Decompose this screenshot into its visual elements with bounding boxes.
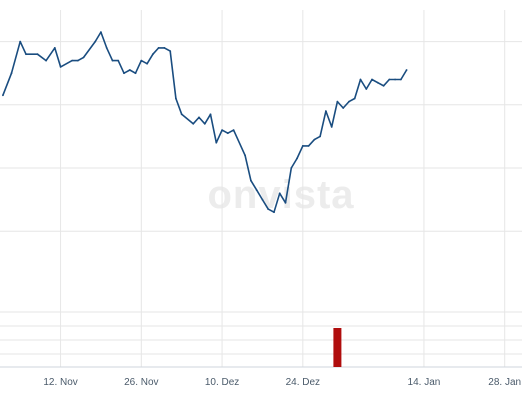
price-point [152,53,154,56]
grid-layer [0,10,522,368]
price-point [336,100,339,103]
price-point [405,69,408,71]
price-point [301,145,304,147]
price-point [157,47,160,49]
price-point [365,88,368,90]
price-point [376,81,379,84]
price-point [175,97,177,100]
price-point [25,53,27,56]
price-point [290,167,293,169]
price-point [163,47,166,49]
price-point [388,78,391,81]
price-point [319,135,321,138]
price-point [278,192,281,195]
price-point [128,69,131,71]
price-point [353,97,356,100]
price-point [198,116,200,119]
price-point [359,78,362,81]
price-point [330,126,333,128]
price-point [284,201,287,204]
price-point [19,40,22,43]
price-point [169,50,172,52]
price-point [261,198,264,201]
x-tick-label: 24. Dez [286,377,320,388]
price-point [267,208,270,211]
price-point [36,53,39,56]
price-point [146,62,149,65]
price-point [53,47,56,49]
price-point [325,110,327,112]
price-point [221,129,224,132]
price-point [192,122,195,125]
price-point [140,59,143,62]
price-point [123,72,125,75]
price-point [71,59,73,62]
price-point [77,59,79,62]
price-point [371,78,373,81]
price-point [82,56,85,59]
x-tick-label: 28. Jan [488,377,521,388]
price-point [2,94,4,97]
price-point [134,72,137,75]
volume-panel [333,328,342,367]
price-point [250,179,252,182]
price-point [94,40,97,43]
price-line-layer [2,31,408,214]
price-point [215,141,218,144]
price-point [59,66,62,68]
x-tick-label: 12. Nov [43,377,77,388]
price-point [105,47,108,49]
price-point [117,59,120,62]
price-point [313,138,316,141]
price-point [382,84,385,87]
price-point [226,132,229,135]
x-axis: 12. Nov 26. Nov 10. Dez 24. Dez 14. Jan 28. J… [43,377,521,388]
price-point [10,72,13,75]
price-point [180,113,183,116]
x-tick-label: 10. Dez [205,377,239,388]
price-point [232,129,235,132]
price-point [273,211,275,214]
price-point [296,157,298,160]
x-tick-label: 26. Nov [124,377,158,388]
price-point [111,59,114,62]
price-point [209,113,212,116]
price-line [2,31,408,213]
price-point [348,100,350,103]
price-point [244,154,247,157]
price-point [203,122,206,125]
price-point [400,78,402,81]
price-point [100,31,102,33]
price-point [255,189,258,192]
price-point [45,59,47,62]
price-point [342,107,345,109]
volume-bar [333,328,342,367]
price-point [394,78,396,81]
x-tick-label: 14. Jan [408,377,441,388]
price-point [307,145,310,147]
